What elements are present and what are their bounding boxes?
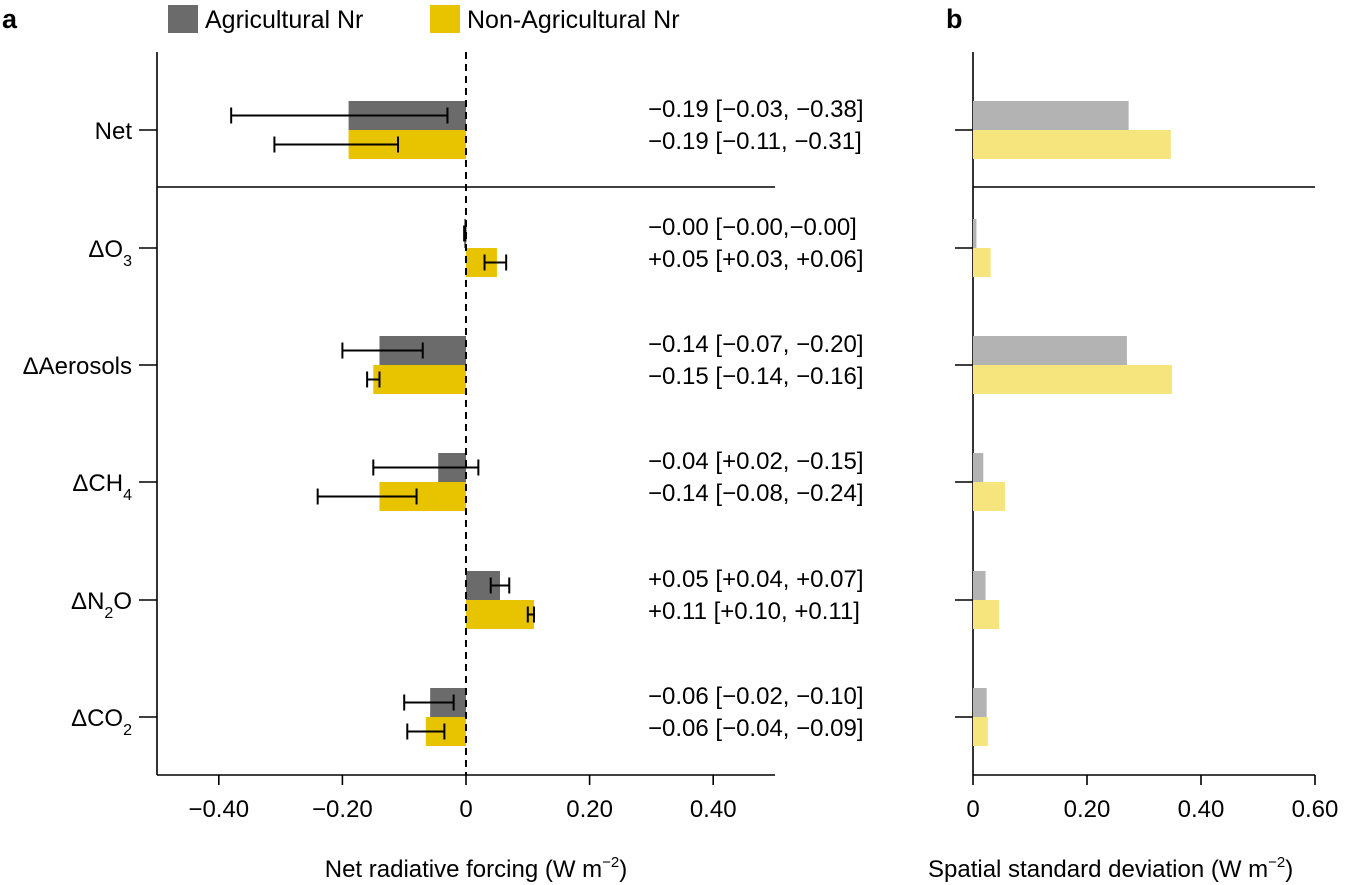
panel-a-x-axis-title: Net radiative forcing (W m−2) — [325, 854, 628, 883]
panel-a-chart: −0.40 −0.20 0 0.20 0.40 Net ΔO3 ΔAerosols ΔCH4 ΔN… — [23, 52, 864, 823]
sd-bar-non-agricultural — [973, 482, 1005, 511]
panel-a-x-tick-label: 0.20 — [566, 796, 613, 823]
category-label: ΔN2O — [71, 588, 132, 622]
category-label-subscript: 4 — [123, 487, 132, 504]
panel-a-x-tick-label: 0.40 — [690, 796, 737, 823]
category-label: Net — [95, 118, 133, 145]
category-label: ΔO3 — [88, 236, 132, 270]
value-annotation-agricultural: −0.19 [−0.03, −0.38] — [648, 96, 864, 123]
legend-label-non-agricultural: Non-Agricultural Nr — [467, 6, 680, 34]
legend-swatch-agricultural — [168, 5, 198, 33]
sd-bar-agricultural — [973, 688, 987, 717]
sd-bar-non-agricultural — [973, 365, 1172, 394]
category-label-tail: O — [113, 588, 132, 615]
value-annotation-agricultural: +0.05 [+0.04, +0.07] — [648, 566, 864, 593]
value-annotation-non-agricultural: −0.15 [−0.14, −0.16] — [648, 363, 864, 390]
category-label: ΔCO2 — [71, 705, 132, 739]
sd-bar-agricultural — [973, 336, 1127, 365]
legend-label-agricultural: Agricultural Nr — [205, 6, 363, 34]
sd-bar-non-agricultural — [973, 248, 991, 277]
panel-b-x-axis-title: Spatial standard deviation (W m−2) — [928, 854, 1293, 883]
panel-b-x-tick-label: 0.20 — [1064, 796, 1111, 823]
value-annotation-agricultural: −0.04 [+0.02, −0.15] — [648, 448, 864, 475]
sd-bar-agricultural — [973, 453, 984, 482]
panel-b-x-tick-label: 0.60 — [1292, 796, 1339, 823]
category-label-base: ΔCH — [72, 470, 123, 497]
category-label-subscript: 2 — [123, 722, 132, 739]
sd-bar-non-agricultural — [973, 130, 1171, 159]
panel-b-x-tick-label: 0 — [966, 796, 979, 823]
panel-b-chart: 0 0.20 0.40 0.60 — [955, 52, 1338, 823]
value-annotation-non-agricultural: −0.14 [−0.08, −0.24] — [648, 480, 864, 507]
bar-non-agricultural — [466, 600, 534, 629]
value-annotation-non-agricultural: +0.05 [+0.03, +0.06] — [648, 246, 864, 273]
panel-b-x-tick-label: 0.40 — [1178, 796, 1225, 823]
bar-non-agricultural — [373, 365, 466, 394]
category-label-base: ΔO — [88, 236, 123, 263]
category-label-base: Net — [95, 118, 133, 145]
value-annotation-agricultural: −0.00 [−0.00,−0.00] — [648, 214, 857, 241]
category-label: ΔAerosols — [23, 353, 132, 380]
value-annotation-non-agricultural: +0.11 [+0.10, +0.11] — [648, 598, 860, 625]
sd-bar-non-agricultural — [973, 600, 1000, 629]
category-label-subscript: 2 — [104, 605, 113, 622]
value-annotation-agricultural: −0.06 [−0.02, −0.10] — [648, 683, 864, 710]
panel-b-letter: b — [946, 4, 963, 34]
category-label-base: ΔAerosols — [23, 353, 132, 380]
category-label-base: ΔCO — [71, 705, 123, 732]
sd-bar-agricultural — [973, 219, 977, 248]
panel-a-x-tick-label: 0 — [459, 796, 472, 823]
category-label-subscript: 3 — [123, 253, 132, 270]
panel-a-letter: a — [2, 4, 18, 34]
sd-bar-agricultural — [973, 101, 1129, 130]
value-annotation-non-agricultural: −0.19 [−0.11, −0.31] — [648, 128, 862, 155]
sd-bar-agricultural — [973, 571, 986, 600]
panel-a-x-tick-label: −0.40 — [188, 796, 249, 823]
category-label-base: ΔN — [71, 588, 104, 615]
value-annotation-non-agricultural: −0.06 [−0.04, −0.09] — [648, 715, 864, 742]
sd-bar-non-agricultural — [973, 717, 988, 746]
legend-swatch-non-agricultural — [430, 5, 460, 33]
category-label: ΔCH4 — [72, 470, 132, 504]
legend: Agricultural Nr Non-Agricultural Nr — [168, 5, 680, 34]
panel-a-x-tick-label: −0.20 — [312, 796, 373, 823]
value-annotation-agricultural: −0.14 [−0.07, −0.20] — [648, 331, 864, 358]
